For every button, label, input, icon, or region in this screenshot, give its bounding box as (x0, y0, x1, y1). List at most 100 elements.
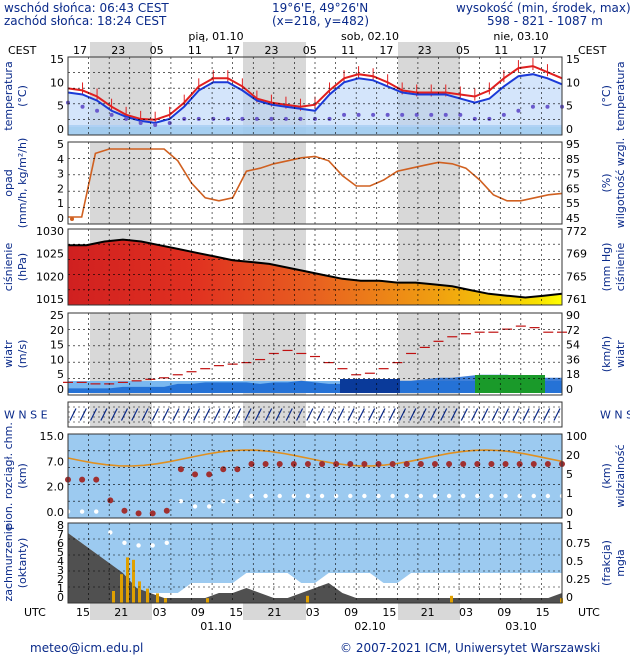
dewpoint-dot (95, 108, 100, 113)
left-tick: 7 (57, 528, 64, 541)
cloud-base-dot (122, 540, 127, 545)
cloud-base-dot (390, 493, 395, 499)
day-top: nie, 03.10 (493, 30, 548, 43)
dewpoint-dot (109, 112, 114, 117)
right-label: wiatr (614, 340, 627, 368)
left-tick: 20 (50, 324, 64, 337)
cloud-base-dot (305, 493, 311, 499)
left-tick: 2.0 (47, 481, 65, 494)
right-tick: 1 (566, 487, 573, 500)
night-band (243, 142, 306, 224)
night-band-bottom (90, 603, 152, 620)
left-tick: 3 (57, 564, 64, 577)
cloud-base-dot (418, 493, 424, 499)
wind-arrow (450, 408, 458, 421)
right-label: mgła (614, 549, 627, 577)
winddir-right: W N S E (600, 409, 630, 422)
dewpoint-dot (429, 112, 434, 117)
right-tick: 10 (566, 76, 580, 89)
wind-arrow (471, 408, 479, 421)
wind-strong-band (340, 379, 400, 393)
right-label: wilgotność wzgl. (614, 138, 627, 228)
dewpoint-dot (327, 116, 332, 121)
left-label: wiatr (2, 340, 15, 368)
cloud-base-dot (489, 493, 494, 499)
left-tick: 4 (57, 153, 64, 166)
right-tick: 0.75 (566, 537, 591, 550)
left-unit: (mm/h, kg/m²/h) (16, 138, 29, 229)
cloud-base-dot (348, 493, 353, 499)
cloud-base-dot (164, 540, 169, 545)
wind-arrow (388, 408, 396, 421)
top-tick: 11 (341, 44, 355, 57)
wind-arrow (306, 408, 314, 421)
right-tick: 85 (566, 153, 580, 166)
zone-bottom-right: UTC (578, 606, 600, 619)
top-tick: 11 (494, 44, 508, 57)
cloud-top-dot (361, 461, 368, 467)
left-tick: 15 (50, 339, 64, 352)
right-tick: 20 (566, 449, 580, 462)
left-unit: (°C) (16, 85, 29, 107)
left-tick: 10 (50, 353, 64, 366)
wind-arrow (553, 408, 561, 421)
left-tick: 25 (50, 309, 64, 322)
left-tick: 5 (57, 138, 64, 151)
left-unit: (m/s) (16, 340, 29, 369)
panel-frame (67, 401, 563, 428)
left-tick: 2 (57, 573, 64, 586)
cloud-base-dot (178, 499, 184, 504)
day-bottom: 02.10 (354, 620, 386, 633)
right-tick: 72 (566, 324, 580, 337)
cloud-top-dot (474, 461, 481, 467)
right-tick: 0.25 (566, 573, 591, 586)
cloud-base-dot (136, 543, 141, 548)
top-tick: 23 (111, 44, 125, 57)
fog-bar (450, 595, 453, 603)
fog-bar (146, 588, 149, 603)
left-tick: 1025 (36, 248, 64, 261)
fog-bar (306, 595, 309, 603)
left-tick: 0 (57, 123, 64, 136)
wind-arrow (203, 408, 211, 421)
left-tick: 15 (50, 53, 64, 66)
dewpoint-dot (400, 112, 405, 117)
right-tick: 0 (566, 591, 573, 604)
footer-email[interactable]: meteo@icm.edu.pl (30, 641, 144, 655)
cloud-base-dot (150, 543, 155, 548)
wind-arrow (193, 408, 201, 421)
wind-arrow (543, 408, 551, 421)
cloud-top-dot (206, 471, 213, 478)
night-band-bottom (398, 603, 460, 620)
day-top: pią, 01.10 (188, 30, 243, 43)
wind-arrow (357, 408, 365, 421)
right-unit: (frakcja) (600, 540, 613, 586)
cloud-top-dot (375, 461, 382, 467)
cloud-top-dot (220, 466, 227, 473)
coords-text: 19°6'E, 49°26'N (272, 1, 369, 15)
left-tick: 5 (57, 368, 64, 381)
fog-bar (126, 557, 129, 603)
fog-bar (112, 591, 115, 603)
right-tick: 0.5 (566, 555, 584, 568)
panel-frame (67, 433, 563, 519)
wind-arrow (398, 408, 407, 421)
night-band (243, 402, 306, 427)
cloud-top-dot (516, 461, 523, 467)
bottom-tick: 15 (536, 606, 550, 619)
cloud-base-dot (376, 493, 381, 499)
wind-arrow (419, 408, 427, 421)
wind-arrow (213, 408, 221, 421)
humidity-marker (70, 217, 74, 221)
freezing-band (68, 125, 562, 135)
wind-arrow (265, 408, 273, 421)
right-tick: 0 (566, 506, 573, 519)
cloud-top-dot (488, 461, 495, 467)
cloud-base-dot (545, 493, 551, 499)
bottom-tick: 21 (268, 606, 282, 619)
wind-arrow (182, 408, 190, 421)
fog-bar (164, 598, 167, 603)
top-tick: 23 (265, 44, 279, 57)
